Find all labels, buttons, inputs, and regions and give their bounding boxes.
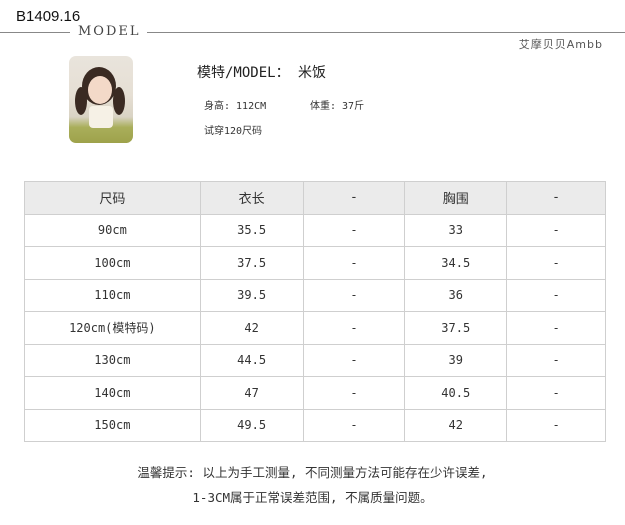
table-cell: 42 [404, 408, 508, 442]
table-cell: - [506, 408, 606, 442]
table-cell: 37.5 [404, 311, 508, 345]
note-line-2: 1-3CM属于正常误差范围, 不属质量问题。 [192, 490, 433, 505]
table-cell: 90cm [24, 213, 201, 247]
model-photo [69, 56, 133, 143]
product-code: B1409.16 [16, 8, 81, 25]
divider-left [0, 32, 70, 33]
table-row: 140cm 47-40.5- [24, 376, 606, 410]
table-cell: 39.5 [199, 278, 304, 312]
size-table: 尺码 衣长 - 胸围 - 90cm 35.5-33-100cm 37.5-34.5-… [24, 181, 606, 442]
table-cell: 34.5 [404, 246, 508, 280]
table-cell: - [302, 343, 406, 377]
table-cell: 39 [404, 343, 508, 377]
header-blank-2: - [506, 181, 606, 215]
table-row: 150cm 49.5-42- [24, 408, 606, 442]
table-header-row: 尺码 衣长 - 胸围 - [24, 181, 606, 215]
table-cell: 120cm(模特码) [24, 311, 201, 345]
table-cell: 100cm [24, 246, 201, 280]
divider-right [133, 32, 625, 33]
section-title: MODEL [72, 24, 147, 39]
table-cell: - [506, 278, 606, 312]
model-title: 模特/MODEL： 米饭 [197, 65, 327, 81]
table-cell: 35.5 [199, 213, 304, 247]
header-length: 衣长 [199, 181, 304, 215]
table-row: 90cm 35.5-33- [24, 213, 606, 247]
table-cell: 36 [404, 278, 508, 312]
table-cell: 44.5 [199, 343, 304, 377]
note-line-1: 温馨提示: 以上为手工测量, 不同测量方法可能存在少许误差, [137, 465, 488, 480]
table-cell: 49.5 [199, 408, 304, 442]
table-cell: - [302, 213, 406, 247]
table-cell: 37.5 [199, 246, 304, 280]
table-cell: 47 [199, 376, 304, 410]
header-blank-1: - [302, 181, 406, 215]
header-chest: 胸围 [404, 181, 508, 215]
table-cell: - [302, 278, 406, 312]
table-cell: 40.5 [404, 376, 508, 410]
table-cell: 110cm [24, 278, 201, 312]
header-size: 尺码 [24, 181, 201, 215]
table-cell: 33 [404, 213, 508, 247]
table-cell: 42 [199, 311, 304, 345]
table-cell: - [302, 246, 406, 280]
table-cell: - [506, 246, 606, 280]
table-cell: - [302, 311, 406, 345]
table-cell: 130cm [24, 343, 201, 377]
brand-label: 艾摩贝贝Ambb [518, 38, 603, 51]
table-cell: - [302, 408, 406, 442]
table-row: 120cm(模特码) 42-37.5- [24, 311, 606, 345]
table-row: 100cm 37.5-34.5- [24, 246, 606, 280]
table-cell: 150cm [24, 408, 201, 442]
model-tried-size: 试穿120尺码 [204, 126, 263, 137]
table-row: 130cm 44.5-39- [24, 343, 606, 377]
table-cell: - [506, 376, 606, 410]
table-cell: - [506, 311, 606, 345]
table-cell: - [506, 213, 606, 247]
model-weight: 体重: 37斤 [310, 101, 365, 112]
table-cell: - [302, 376, 406, 410]
model-height: 身高: 112CM [204, 101, 267, 112]
table-cell: - [506, 343, 606, 377]
table-cell: 140cm [24, 376, 201, 410]
table-row: 110cm 39.5-36- [24, 278, 606, 312]
